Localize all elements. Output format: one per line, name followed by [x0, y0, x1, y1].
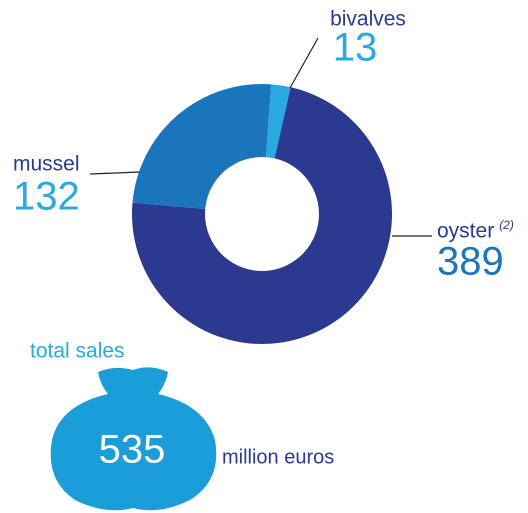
slice-value: 132: [13, 175, 80, 219]
total-label: total sales: [30, 340, 125, 363]
total-unit: million euros: [222, 446, 334, 468]
slice-value: 389: [437, 240, 504, 284]
donut-slice: [265, 84, 291, 159]
leader-line: [289, 37, 319, 89]
leader-line: [89, 171, 141, 175]
donut-slice: [132, 83, 272, 210]
annotation: (2): [499, 218, 514, 232]
donut-slice: [132, 87, 393, 344]
slice-value: 13: [333, 26, 378, 70]
slice-name: bivalves: [330, 8, 406, 31]
slice-name: oyster: [437, 220, 494, 243]
shell: [50, 367, 217, 511]
total-value: 535: [99, 428, 166, 472]
slice-name: mussel: [13, 153, 80, 176]
